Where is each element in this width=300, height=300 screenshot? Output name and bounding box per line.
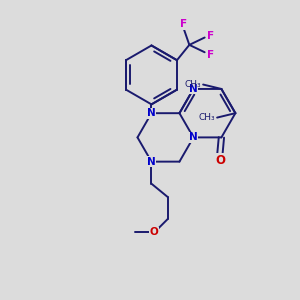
Text: N: N [147, 108, 156, 118]
Text: N: N [147, 157, 156, 166]
Text: N: N [189, 132, 198, 142]
Text: O: O [215, 154, 225, 166]
Text: N: N [189, 84, 198, 94]
Text: CH₃: CH₃ [184, 80, 201, 89]
Text: F: F [181, 19, 188, 29]
Text: CH₃: CH₃ [198, 113, 215, 122]
Text: F: F [207, 50, 214, 60]
Text: F: F [207, 31, 214, 41]
Text: O: O [149, 227, 158, 237]
